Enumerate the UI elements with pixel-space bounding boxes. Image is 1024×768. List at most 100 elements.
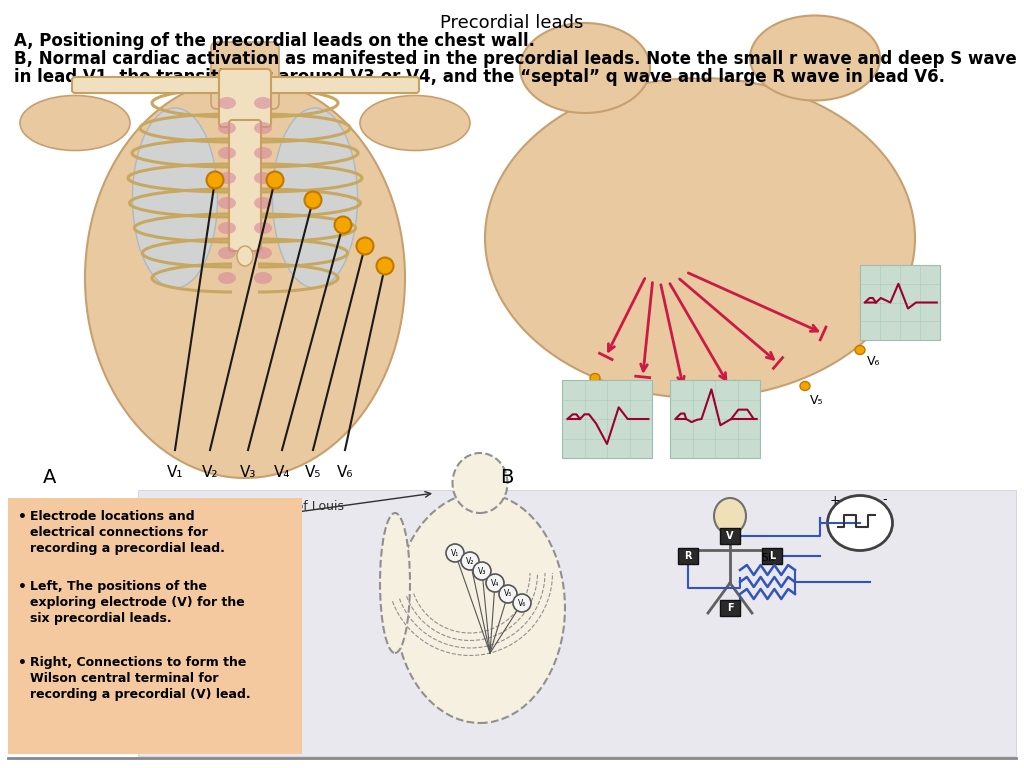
Ellipse shape (304, 191, 322, 208)
Ellipse shape (685, 413, 695, 422)
FancyBboxPatch shape (211, 42, 279, 109)
Text: B: B (500, 468, 513, 487)
Ellipse shape (827, 495, 893, 551)
Ellipse shape (446, 544, 464, 562)
Ellipse shape (740, 409, 750, 418)
FancyBboxPatch shape (720, 528, 740, 544)
Text: F: F (727, 603, 733, 613)
Text: V₅: V₅ (504, 590, 512, 598)
Ellipse shape (254, 147, 272, 159)
Ellipse shape (855, 346, 865, 355)
Text: V₄: V₄ (490, 578, 499, 588)
FancyBboxPatch shape (860, 265, 940, 340)
Ellipse shape (272, 108, 357, 288)
Text: Angle of Louis: Angle of Louis (256, 500, 344, 513)
Ellipse shape (218, 247, 236, 259)
FancyBboxPatch shape (720, 600, 740, 616)
Ellipse shape (218, 122, 236, 134)
Text: V: V (726, 531, 734, 541)
Ellipse shape (254, 197, 272, 209)
Text: V₃: V₃ (240, 465, 256, 480)
Ellipse shape (254, 222, 272, 234)
Ellipse shape (218, 272, 236, 284)
Ellipse shape (513, 594, 531, 612)
Ellipse shape (254, 97, 272, 109)
Ellipse shape (20, 95, 130, 151)
Ellipse shape (266, 171, 284, 188)
Ellipse shape (590, 373, 600, 382)
Ellipse shape (254, 272, 272, 284)
Ellipse shape (254, 172, 272, 184)
Ellipse shape (356, 237, 374, 254)
Ellipse shape (85, 78, 406, 478)
Ellipse shape (218, 222, 236, 234)
Text: V₂: V₂ (202, 465, 218, 480)
Text: A, Positioning of the precordial leads on the chest wall.: A, Positioning of the precordial leads o… (14, 32, 535, 50)
Ellipse shape (520, 23, 650, 113)
Text: V₂: V₂ (466, 557, 474, 565)
Ellipse shape (237, 246, 253, 266)
FancyBboxPatch shape (762, 548, 782, 564)
Ellipse shape (800, 382, 810, 390)
Text: V₃: V₃ (675, 432, 689, 445)
Text: Electrode locations and
electrical connections for
recording a precordial lead.: Electrode locations and electrical conne… (30, 510, 225, 555)
Ellipse shape (486, 574, 504, 592)
Text: V₄: V₄ (744, 427, 758, 440)
Ellipse shape (635, 399, 645, 408)
Ellipse shape (377, 257, 393, 274)
Text: R: R (684, 551, 692, 561)
FancyBboxPatch shape (138, 490, 1016, 756)
Ellipse shape (461, 552, 479, 570)
Ellipse shape (254, 247, 272, 259)
Text: V₅: V₅ (305, 465, 322, 480)
Text: V₅: V₅ (810, 394, 823, 407)
Text: V₄: V₄ (273, 465, 290, 480)
Text: V₃: V₃ (478, 567, 486, 575)
Ellipse shape (660, 18, 740, 78)
Ellipse shape (395, 493, 565, 723)
Text: V₆: V₆ (518, 598, 526, 607)
Ellipse shape (254, 122, 272, 134)
Ellipse shape (453, 453, 508, 513)
FancyBboxPatch shape (8, 498, 302, 754)
Text: L: L (769, 551, 775, 561)
Text: V₁: V₁ (167, 465, 183, 480)
Ellipse shape (132, 108, 217, 288)
Text: A: A (43, 468, 56, 487)
Text: +: + (829, 494, 841, 507)
Text: Left, The positions of the
exploring electrode (V) for the
six precordial leads.: Left, The positions of the exploring ele… (30, 580, 245, 625)
Text: V₂: V₂ (620, 417, 633, 430)
Ellipse shape (499, 585, 517, 603)
Ellipse shape (218, 197, 236, 209)
Text: V₁: V₁ (451, 548, 459, 558)
Text: in lead V1, the transition at around V3 or V4, and the “septal” q wave and large: in lead V1, the transition at around V3 … (14, 68, 945, 86)
FancyBboxPatch shape (678, 548, 698, 564)
FancyBboxPatch shape (670, 380, 760, 458)
Ellipse shape (473, 562, 490, 580)
Ellipse shape (218, 147, 236, 159)
FancyBboxPatch shape (219, 69, 271, 127)
Text: V₆: V₆ (337, 465, 353, 480)
Text: Right, Connections to form the
Wilson central terminal for
recording a precordia: Right, Connections to form the Wilson ce… (30, 656, 251, 701)
Text: V₁: V₁ (570, 390, 584, 403)
FancyBboxPatch shape (258, 77, 419, 93)
FancyBboxPatch shape (562, 380, 652, 458)
FancyBboxPatch shape (72, 77, 233, 93)
Ellipse shape (714, 498, 746, 534)
Ellipse shape (750, 15, 880, 101)
Ellipse shape (485, 78, 915, 398)
Ellipse shape (335, 217, 351, 233)
Ellipse shape (218, 97, 236, 109)
Text: B, Normal cardiac activation as manifested in the precordial leads. Note the sma: B, Normal cardiac activation as manifest… (14, 50, 1017, 68)
Ellipse shape (380, 513, 410, 653)
Text: V₆: V₆ (867, 355, 881, 368)
Text: •: • (18, 656, 27, 670)
Ellipse shape (207, 171, 223, 188)
Ellipse shape (218, 172, 236, 184)
Text: 5k: 5k (761, 553, 775, 563)
FancyBboxPatch shape (229, 120, 261, 251)
Ellipse shape (360, 95, 470, 151)
Text: -: - (883, 494, 887, 507)
Text: Precordial leads: Precordial leads (440, 14, 584, 32)
Text: •: • (18, 510, 27, 524)
